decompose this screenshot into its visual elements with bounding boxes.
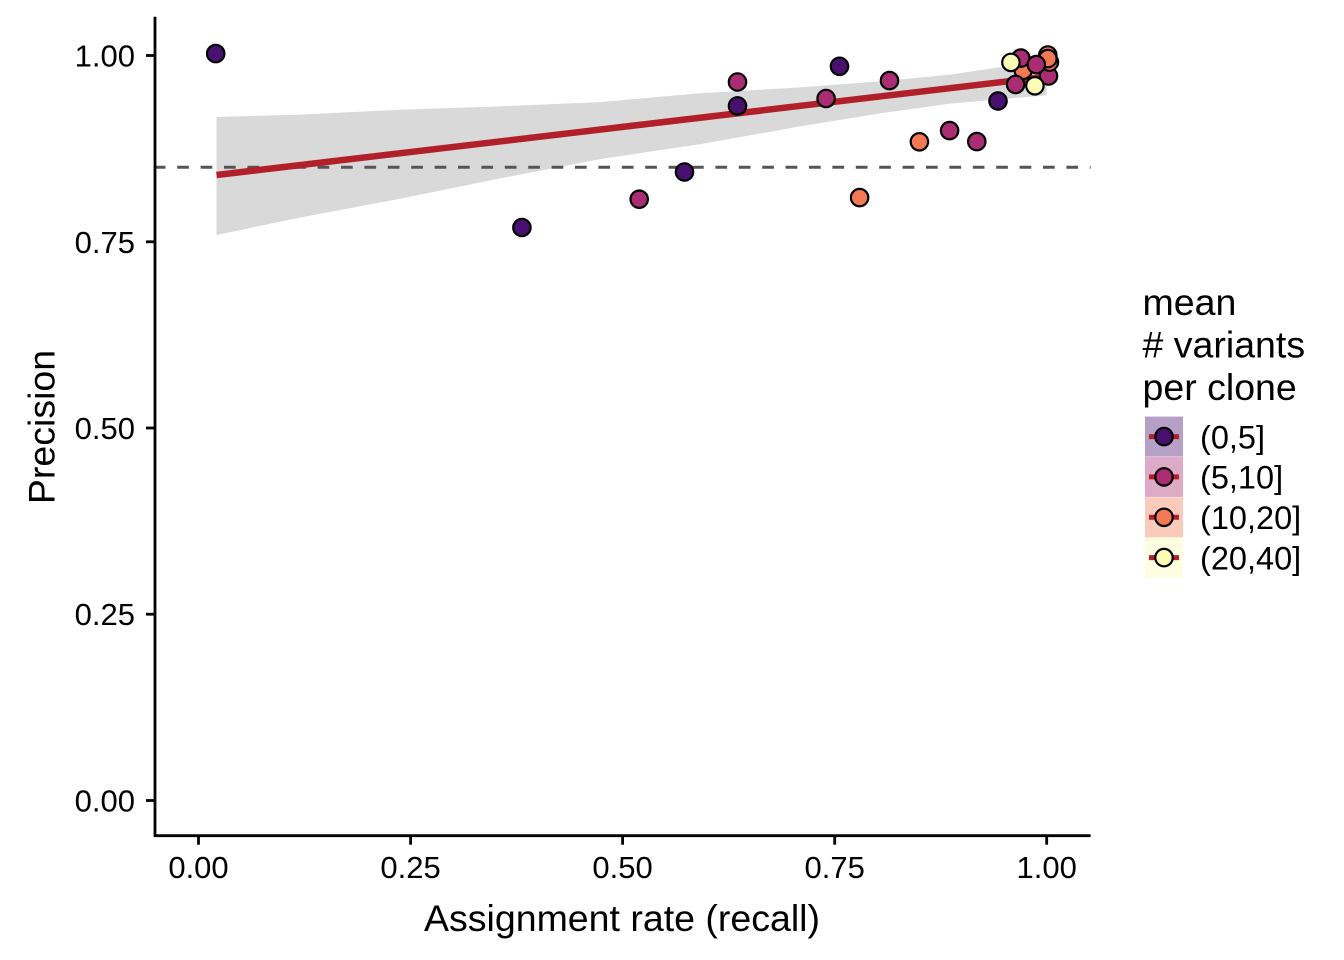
svg-text:(0,5]: (0,5]: [1200, 419, 1265, 455]
svg-text:# variants: # variants: [1143, 324, 1306, 366]
svg-text:Precision: Precision: [21, 350, 63, 504]
svg-text:0.25: 0.25: [380, 850, 440, 885]
svg-text:0.75: 0.75: [805, 850, 865, 885]
svg-text:0.50: 0.50: [592, 850, 652, 885]
svg-text:0.75: 0.75: [75, 225, 135, 260]
svg-text:(5,10]: (5,10]: [1200, 460, 1283, 496]
svg-text:(10,20]: (10,20]: [1200, 500, 1301, 536]
svg-text:1.00: 1.00: [1017, 850, 1077, 885]
svg-text:0.50: 0.50: [75, 411, 135, 446]
svg-text:mean: mean: [1143, 281, 1237, 323]
svg-text:1.00: 1.00: [75, 39, 135, 74]
svg-text:(20,40]: (20,40]: [1200, 540, 1301, 576]
svg-text:per clone: per clone: [1143, 366, 1297, 408]
svg-text:0.25: 0.25: [75, 597, 135, 632]
svg-text:0.00: 0.00: [168, 850, 228, 885]
svg-text:0.00: 0.00: [75, 784, 135, 819]
svg-text:Assignment rate (recall): Assignment rate (recall): [424, 897, 820, 939]
